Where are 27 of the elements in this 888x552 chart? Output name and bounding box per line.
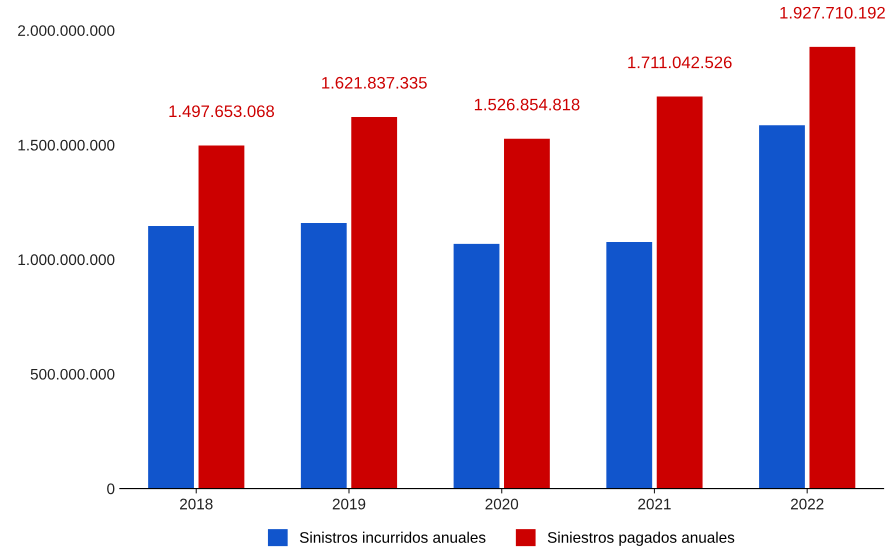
- bar: [606, 242, 652, 489]
- y-tick-label: 0: [107, 483, 114, 494]
- x-tick-label: 2022: [790, 498, 824, 510]
- legend-label: Sinistros incurridos anuales: [300, 532, 486, 543]
- bar: [351, 116, 398, 489]
- y-tick-label: 2.000.000.000: [18, 25, 114, 36]
- bar: [198, 145, 244, 489]
- bar: [656, 96, 703, 489]
- data-label: 1.711.042.526: [628, 56, 732, 68]
- data-label: 1.927.710.192: [780, 6, 885, 19]
- y-tick-label: 500.000.000: [30, 368, 114, 380]
- bar: [148, 226, 194, 489]
- x-tick-label: 2021: [638, 498, 671, 510]
- bar: [300, 223, 347, 489]
- x-tick-label: 2018: [180, 498, 213, 510]
- legend-label: Siniestros pagados anuales: [548, 532, 734, 546]
- y-tick-label: 1.500.000.000: [18, 140, 114, 151]
- data-label: 1.621.837.335: [322, 76, 427, 89]
- bar: [809, 46, 856, 489]
- data-label: 1.526.854.818: [474, 98, 580, 110]
- x-tick-label: 2020: [485, 498, 518, 510]
- y-tick-label: 1.000.000.000: [18, 254, 114, 266]
- bar: [759, 125, 805, 489]
- bar: [504, 138, 550, 489]
- data-label: 1.497.653.068: [169, 105, 274, 118]
- x-tick-label: 2019: [332, 498, 366, 510]
- bar: [454, 244, 500, 489]
